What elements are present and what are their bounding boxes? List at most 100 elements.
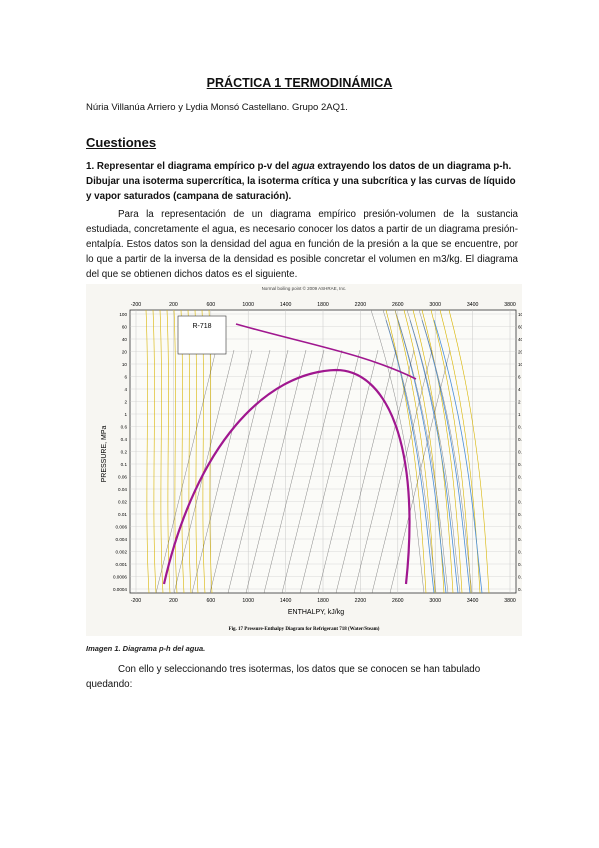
x-tick-label: -200: [131, 598, 141, 604]
x-tick-label: 3400: [467, 598, 479, 604]
left-tick-label: 0.2: [121, 450, 128, 455]
right-tick-label: 0.0006: [518, 575, 522, 580]
right-tick-label: 0.004: [518, 537, 522, 542]
left-tick-label: 0.0004: [113, 587, 127, 592]
isochore-line: [409, 319, 459, 594]
quality-line: [191, 349, 253, 594]
isochore-line: [397, 319, 447, 594]
top-tick-label: 3400: [467, 302, 479, 308]
top-tick-label: 2600: [392, 302, 404, 308]
quality-line: [389, 349, 451, 594]
x-axis-label: ENTHALPY, kJ/kg: [288, 609, 344, 616]
quality-line: [281, 349, 343, 594]
isentrope-line: [145, 309, 150, 594]
left-tick-label: 0.06: [118, 475, 127, 480]
right-tick-label: 0.06: [518, 475, 522, 480]
isotherm-line: [394, 309, 449, 594]
left-tick-label: 0.01: [118, 512, 127, 517]
x-tick-label: 1000: [242, 598, 254, 604]
right-tick-label: 0.1: [518, 462, 522, 467]
isentrope-line: [448, 309, 490, 594]
right-tick-label: 40: [518, 337, 522, 342]
left-tick-label: 6: [124, 375, 127, 380]
x-tick-label: 2600: [392, 598, 404, 604]
isotherm-line: [370, 309, 425, 594]
top-tick-label: 600: [206, 302, 215, 308]
right-tick-label: 0.002: [518, 550, 522, 555]
left-tick-label: 0.004: [116, 537, 128, 542]
left-tick-label: 0.6: [121, 425, 128, 430]
left-tick-label: 1: [124, 412, 127, 417]
left-tick-label: 4: [124, 387, 127, 392]
left-tick-label: 0.002: [116, 550, 128, 555]
isentrope-line: [430, 309, 472, 594]
isentrope-line: [385, 309, 427, 594]
right-tick-label: 0.006: [518, 525, 522, 530]
isentrope-line: [403, 309, 445, 594]
right-tick-label: 0.2: [518, 450, 522, 455]
isotherm-line: [382, 309, 437, 594]
isentrope-line: [166, 309, 171, 594]
quality-line: [353, 349, 415, 594]
paragraph-2: Con ello y seleccionando tres isotermas,…: [86, 664, 481, 690]
question-1: 1. Representar el diagrama empírico p-v …: [86, 159, 518, 204]
x-tick-label: 200: [169, 598, 178, 604]
isotherm-line: [406, 309, 461, 594]
quality-line: [263, 349, 325, 594]
top-tick-label: 2200: [355, 302, 367, 308]
left-tick-label: 20: [122, 350, 128, 355]
figure-caption: Fig. 17 Pressure-Enthalpy Diagram for Re…: [229, 627, 380, 632]
right-tick-label: 0.4: [518, 437, 522, 442]
isentrope-line: [394, 309, 436, 594]
quality-line: [317, 349, 379, 594]
question-number: 1.: [86, 161, 95, 172]
right-tick-label: 0.01: [518, 512, 522, 517]
top-tick-label: 1000: [242, 302, 254, 308]
right-tick-label: 60: [518, 325, 522, 330]
right-tick-label: 6: [518, 375, 521, 380]
top-tick-label: 200: [169, 302, 178, 308]
isentrope-line: [173, 309, 178, 594]
top-tick-label: 3800: [504, 302, 516, 308]
x-tick-label: 3000: [429, 598, 441, 604]
ph-diagram-image: Normal boiling point © 2009 ASHRAE, Inc.…: [86, 284, 532, 636]
right-tick-label: 10: [518, 362, 522, 367]
right-tick-label: 0.04: [518, 487, 522, 492]
question-italic: agua: [291, 161, 315, 172]
question-text-1: Representar el diagrama empírico p-v del: [96, 161, 292, 172]
quality-line: [209, 349, 271, 594]
isotherm-line: [418, 309, 473, 594]
left-tick-label: 0.001: [116, 562, 128, 567]
top-note: Normal boiling point © 2009 ASHRAE, Inc.: [262, 285, 347, 291]
left-tick-label: 60: [122, 325, 128, 330]
saturation-dome: [162, 368, 411, 585]
top-tick-label: 1800: [317, 302, 329, 308]
paragraph-1: Para la representación de un diagrama em…: [86, 209, 518, 280]
isentrope-line: [439, 309, 481, 594]
left-tick-label: 0.0006: [113, 575, 127, 580]
x-tick-label: 1800: [317, 598, 329, 604]
isentrope-line: [412, 309, 454, 594]
top-tick-label: 3000: [429, 302, 441, 308]
top-tick-label: -200: [131, 302, 141, 308]
isentrope-line: [421, 309, 463, 594]
left-tick-label: 2: [124, 400, 127, 405]
quality-line: [335, 349, 397, 594]
quality-line: [299, 349, 361, 594]
left-tick-label: 10: [122, 362, 128, 367]
x-tick-label: 1400: [280, 598, 292, 604]
quality-line: [371, 349, 433, 594]
left-tick-label: 100: [119, 312, 127, 317]
isochore-line: [421, 319, 471, 594]
right-tick-label: 0.0004: [518, 587, 522, 592]
quality-line: [155, 349, 217, 594]
right-tick-label: 100: [518, 312, 522, 317]
ph-diagram-figure: Normal boiling point © 2009 ASHRAE, Inc.…: [86, 284, 532, 636]
left-tick-label: 0.006: [116, 525, 128, 530]
question-text-2: extrayendo los datos de un diagrama p-h.…: [86, 161, 516, 202]
box-label: R-718: [192, 323, 211, 330]
right-tick-label: 2: [518, 400, 521, 405]
top-tick-label: 1400: [280, 302, 292, 308]
x-tick-label: 3800: [504, 598, 516, 604]
isentrope-line: [159, 309, 164, 594]
